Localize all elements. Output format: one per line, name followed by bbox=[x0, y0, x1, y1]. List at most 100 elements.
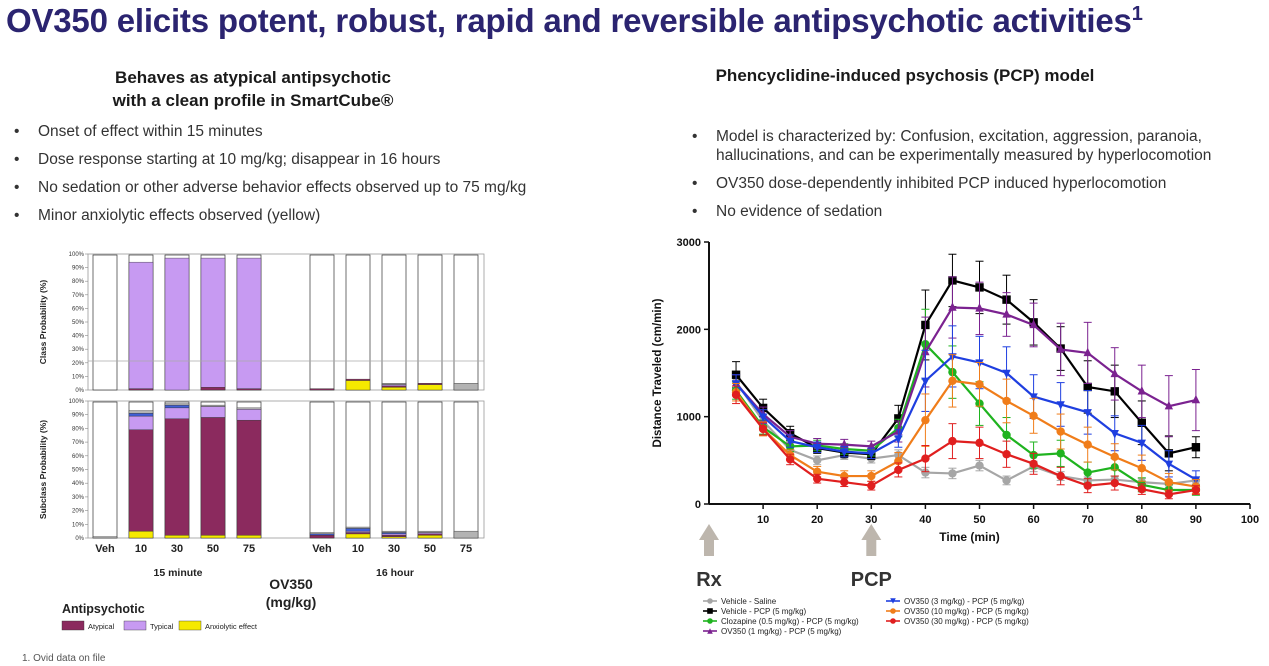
y-tick-label: 30% bbox=[72, 347, 85, 353]
data-point bbox=[813, 456, 822, 465]
bar-segment-typical bbox=[128, 261, 154, 389]
series-line bbox=[735, 379, 1197, 488]
left-heading: Behaves as atypical antipsychotic with a… bbox=[40, 66, 466, 112]
list-item: • No sedation or other adverse behavior e… bbox=[12, 178, 612, 197]
y-tick-label: 20% bbox=[72, 361, 85, 367]
x-tick-label: 80 bbox=[1136, 514, 1148, 526]
data-point bbox=[1056, 401, 1065, 410]
legend-marker bbox=[890, 618, 896, 624]
bullet-text: Dose response starting at 10 mg/kg; disa… bbox=[38, 151, 441, 168]
bar-outline bbox=[453, 401, 479, 539]
rx-label: Rx bbox=[696, 569, 722, 591]
data-point bbox=[1164, 490, 1174, 499]
bar-segment-gray bbox=[309, 532, 335, 535]
class-probability-axis-label: Class Probability (%) bbox=[38, 280, 48, 365]
x-category-label: 10 bbox=[135, 543, 147, 555]
group-label-15-minute: 15 minute bbox=[153, 567, 202, 579]
data-point bbox=[921, 468, 930, 477]
y-tick-label: 100% bbox=[69, 399, 85, 405]
data-point bbox=[1002, 476, 1011, 485]
data-point bbox=[867, 481, 876, 490]
y-tick-label: 20% bbox=[72, 509, 85, 515]
data-point bbox=[1191, 443, 1201, 452]
y-tick-label: 80% bbox=[72, 426, 85, 432]
bar-segment-atypical bbox=[309, 388, 335, 391]
legend-marker bbox=[890, 608, 896, 614]
data-point bbox=[1002, 309, 1011, 318]
x-category-label: 30 bbox=[388, 543, 400, 555]
data-point bbox=[948, 436, 957, 446]
bar-segment-atypical bbox=[200, 417, 226, 536]
legend-label: Vehicle - PCP (5 mg/kg) bbox=[721, 607, 807, 616]
data-point bbox=[1110, 478, 1119, 488]
bullet-icon: • bbox=[692, 128, 698, 145]
y-tick-label: 0% bbox=[75, 388, 84, 394]
series-line bbox=[735, 342, 1196, 492]
series-line bbox=[735, 381, 1197, 486]
list-item: • Minor anxiolytic effects observed (yell… bbox=[12, 206, 612, 225]
left-heading-line1: Behaves as atypical antipsychotic bbox=[115, 68, 391, 87]
series-6 bbox=[731, 385, 1201, 500]
bullet-text: No evidence of sedation bbox=[716, 203, 883, 220]
bar-segment-gray bbox=[128, 410, 154, 414]
data-point bbox=[1137, 484, 1147, 494]
x-category-label: Veh bbox=[95, 543, 115, 555]
data-point bbox=[867, 441, 876, 450]
data-point bbox=[1056, 449, 1065, 458]
series-line bbox=[735, 306, 1197, 448]
bar-outline bbox=[417, 401, 443, 539]
x-category-label: Veh bbox=[312, 543, 332, 555]
data-point bbox=[948, 376, 957, 386]
y-tick-label: 60% bbox=[72, 306, 85, 312]
data-point bbox=[948, 302, 957, 311]
legend-label: OV350 (10 mg/kg) - PCP (5 mg/kg) bbox=[904, 607, 1029, 616]
data-point bbox=[975, 461, 984, 470]
bar-segment-gray bbox=[417, 530, 443, 533]
bullet-icon: • bbox=[692, 203, 698, 220]
y-tick-label: 1000 bbox=[677, 412, 701, 424]
legend-label-anxiolytic: Anxiolytic effect bbox=[205, 622, 258, 631]
data-point bbox=[813, 474, 822, 483]
y-tick-label: 50% bbox=[72, 468, 85, 474]
data-point bbox=[1164, 460, 1174, 470]
legend-marker bbox=[707, 598, 713, 604]
legend-label-typical: Typical bbox=[150, 622, 174, 631]
data-point bbox=[894, 465, 903, 475]
data-point bbox=[975, 303, 984, 312]
x-tick-label: 60 bbox=[1027, 514, 1039, 526]
data-point bbox=[1002, 450, 1011, 459]
legend-label-atypical: Atypical bbox=[88, 622, 115, 631]
data-point bbox=[867, 471, 876, 481]
legend-label: OV350 (1 mg/kg) - PCP (5 mg/kg) bbox=[721, 627, 842, 636]
data-point bbox=[1083, 347, 1092, 357]
data-point bbox=[1029, 319, 1038, 329]
bar-outline bbox=[309, 401, 335, 539]
data-point bbox=[1191, 485, 1201, 495]
x-tick-label: 50 bbox=[973, 514, 985, 526]
data-point bbox=[1164, 477, 1174, 487]
group-label-16-hour: 16 hour bbox=[376, 567, 414, 579]
series-line bbox=[735, 394, 1197, 496]
y-tick-label: 90% bbox=[72, 413, 85, 419]
y-tick-label: 60% bbox=[72, 454, 85, 460]
footnote: 1. Ovid data on file bbox=[22, 653, 106, 664]
bar-outline bbox=[92, 254, 118, 391]
bar-segment-gray bbox=[200, 404, 226, 407]
bar-outline bbox=[417, 254, 443, 391]
pcp-label: PCP bbox=[851, 569, 892, 591]
data-point bbox=[1137, 463, 1147, 473]
data-point bbox=[1110, 452, 1119, 462]
data-point bbox=[813, 467, 822, 476]
y-tick-label: 30% bbox=[72, 495, 85, 501]
data-point bbox=[1164, 400, 1174, 410]
bar-segment-typical bbox=[164, 257, 190, 391]
bullet-text: OV350 dose-dependently inhibited PCP ind… bbox=[716, 175, 1167, 192]
data-point bbox=[867, 450, 876, 459]
data-point bbox=[785, 437, 795, 447]
data-point bbox=[1083, 440, 1092, 449]
legend-marker bbox=[707, 628, 713, 634]
left-bullet-list: • Onset of effect within 15 minutes • Dose… bbox=[12, 122, 612, 234]
bar-outline bbox=[92, 401, 118, 539]
data-point bbox=[1137, 439, 1146, 449]
data-point bbox=[921, 415, 930, 425]
